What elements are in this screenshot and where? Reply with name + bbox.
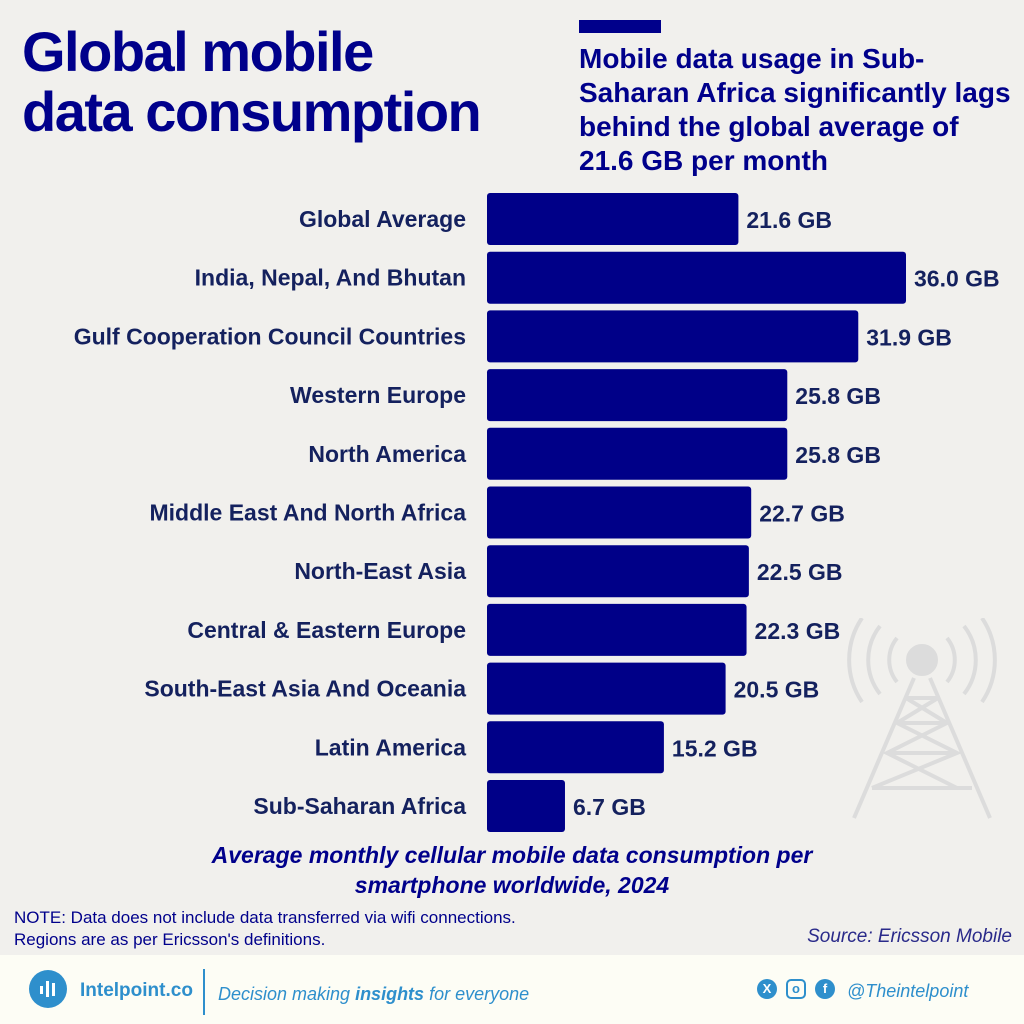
category-label: Latin America — [315, 734, 466, 760]
category-label: Sub-Saharan Africa — [253, 793, 466, 819]
category-label: Gulf Cooperation Council Countries — [74, 323, 466, 349]
tagline-bold: insights — [355, 984, 425, 1004]
footer: Intelpoint.co Decision making insights f… — [0, 955, 1024, 1024]
value-label: 6.7 GB — [573, 794, 646, 820]
value-label: 25.8 GB — [795, 442, 881, 468]
bar — [487, 486, 752, 539]
x-icon[interactable]: X — [757, 979, 777, 999]
value-label: 22.3 GB — [755, 618, 841, 644]
category-label: North America — [308, 441, 466, 467]
bar — [487, 310, 859, 363]
category-label: Global Average — [299, 206, 466, 232]
category-label: North-East Asia — [294, 558, 466, 584]
source: Source: Ericsson Mobile — [807, 926, 1012, 947]
value-label: 15.2 GB — [672, 735, 758, 761]
value-label: 31.9 GB — [866, 324, 952, 350]
bar — [487, 780, 565, 832]
category-label: Western Europe — [290, 382, 466, 408]
bar — [487, 427, 788, 480]
subtitle: Mobile data usage in Sub-Saharan Africa … — [579, 43, 1011, 176]
bar — [487, 251, 906, 304]
social-links: X o f — [757, 979, 835, 999]
chart-caption: Average monthly cellular mobile data con… — [0, 840, 1024, 900]
bar — [487, 603, 747, 656]
bar — [487, 369, 788, 422]
divider — [203, 969, 205, 1015]
tagline-text: for everyone — [424, 984, 530, 1004]
category-label: India, Nepal, And Bhutan — [195, 265, 466, 291]
category-label: South-East Asia And Oceania — [144, 676, 466, 702]
note: NOTE: Data does not include data transfe… — [14, 907, 516, 951]
value-label: 22.7 GB — [759, 501, 845, 527]
cell-tower-icon — [847, 618, 997, 819]
category-label: Central & Eastern Europe — [187, 617, 466, 643]
intelpoint-logo-icon — [29, 970, 67, 1008]
tagline: Decision making insights for everyone — [218, 984, 529, 1005]
bar — [487, 721, 664, 774]
category-label: Middle East And North Africa — [150, 500, 467, 526]
bar — [487, 545, 749, 598]
caption-line: Average monthly cellular mobile data con… — [211, 842, 813, 868]
brand-link[interactable]: Intelpoint.co — [80, 980, 193, 1001]
value-label: 20.5 GB — [734, 677, 820, 703]
value-label: 36.0 GB — [914, 266, 1000, 292]
note-line: Regions are as per Ericsson's definition… — [14, 930, 326, 949]
social-handle[interactable]: @Theintelpoint — [847, 981, 969, 1001]
bar — [487, 662, 726, 715]
value-label: 21.6 GB — [746, 207, 832, 233]
note-line: NOTE: Data does not include data transfe… — [14, 908, 516, 927]
bar-chart: Global Average 21.6 GB India, Nepal, And B… — [74, 193, 1000, 832]
caption-line: smartphone worldwide, 2024 — [354, 872, 670, 898]
page-title: Global mobile data consumption — [22, 20, 482, 143]
accent-bar — [579, 20, 661, 33]
instagram-icon[interactable]: o — [786, 979, 806, 999]
bar — [487, 193, 739, 245]
tagline-text: Decision making — [218, 984, 356, 1004]
value-label: 25.8 GB — [795, 383, 881, 409]
facebook-icon[interactable]: f — [815, 979, 835, 999]
value-label: 22.5 GB — [757, 559, 843, 585]
